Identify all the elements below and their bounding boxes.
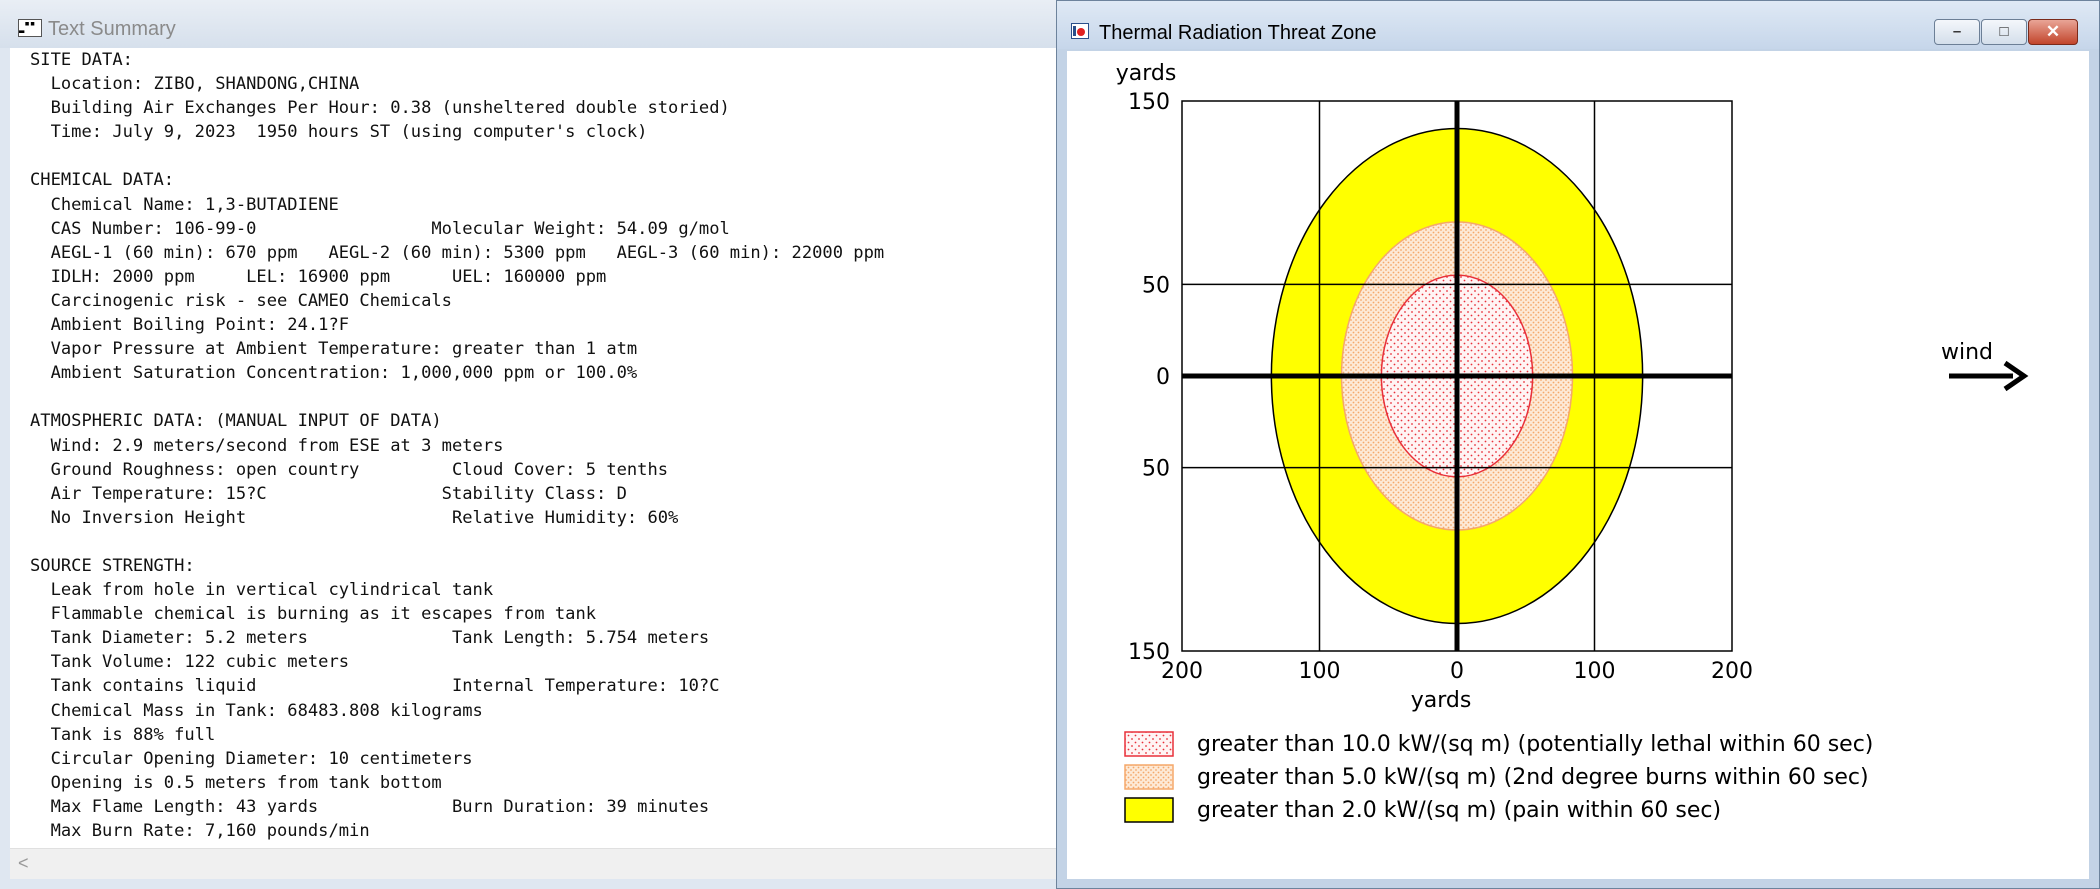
scroll-left-icon[interactable]: <: [18, 853, 29, 873]
document-icon: ▪▪ ▬: [18, 19, 42, 37]
x-tick-label: 200: [1161, 659, 1203, 684]
wind-indicator: wind: [1941, 340, 2029, 392]
threat-zone-window: Thermal Radiation Threat Zone – □ ✕ 200 1…: [1056, 0, 2100, 889]
summary-text-area[interactable]: SITE DATA: Location: ZIBO, SHANDONG,CHIN…: [10, 48, 1056, 848]
y-tick-label: 50: [1142, 457, 1170, 482]
maximize-icon: □: [1999, 23, 2009, 40]
horizontal-scrollbar[interactable]: <: [10, 848, 1056, 879]
text-summary-title: Text Summary: [48, 18, 176, 40]
legend-label: greater than 10.0 kW/(sq m) (potentially…: [1197, 732, 1873, 757]
x-tick-label: 0: [1450, 659, 1464, 684]
threat-zone-title: Thermal Radiation Threat Zone: [1099, 22, 1377, 44]
threat-zone-plot-area: 200 100 0 100 200 150 50 0 50 150 yards yards win…: [1067, 51, 2089, 879]
minimize-button[interactable]: –: [1934, 19, 1980, 45]
summary-text: SITE DATA: Location: ZIBO, SHANDONG,CHIN…: [30, 50, 885, 841]
x-axis-label: yards: [1411, 688, 1472, 713]
threat-zone-titlebar[interactable]: Thermal Radiation Threat Zone – □ ✕: [1057, 1, 2099, 49]
legend-swatch: [1124, 797, 1174, 823]
legend-swatch: [1124, 731, 1174, 757]
legend-label: greater than 2.0 kW/(sq m) (pain within …: [1197, 798, 1721, 823]
close-icon: ✕: [2045, 22, 2061, 41]
wind-label: wind: [1941, 340, 1993, 365]
close-button[interactable]: ✕: [2028, 19, 2078, 45]
legend-swatch: [1124, 764, 1174, 790]
text-summary-titlebar[interactable]: ▪▪ ▬ Text Summary: [0, 0, 1056, 48]
maximize-button[interactable]: □: [1981, 19, 2027, 45]
chart-app-icon: [1071, 23, 1089, 39]
legend-label: greater than 5.0 kW/(sq m) (2nd degree b…: [1197, 765, 1869, 790]
minimize-icon: –: [1952, 23, 1962, 40]
y-tick-label: 0: [1156, 365, 1170, 390]
y-tick-label: 150: [1128, 90, 1170, 115]
y-tick-label: 150: [1128, 640, 1170, 665]
y-axis-label: yards: [1116, 61, 1177, 86]
x-tick-label: 100: [1574, 659, 1616, 684]
wind-arrow-icon: [2003, 360, 2029, 392]
y-tick-label: 50: [1142, 273, 1170, 298]
x-tick-label: 100: [1299, 659, 1341, 684]
x-tick-label: 200: [1711, 659, 1753, 684]
text-summary-window: ▪▪ ▬ Text Summary SITE DATA: Location: ZI…: [0, 0, 1057, 889]
